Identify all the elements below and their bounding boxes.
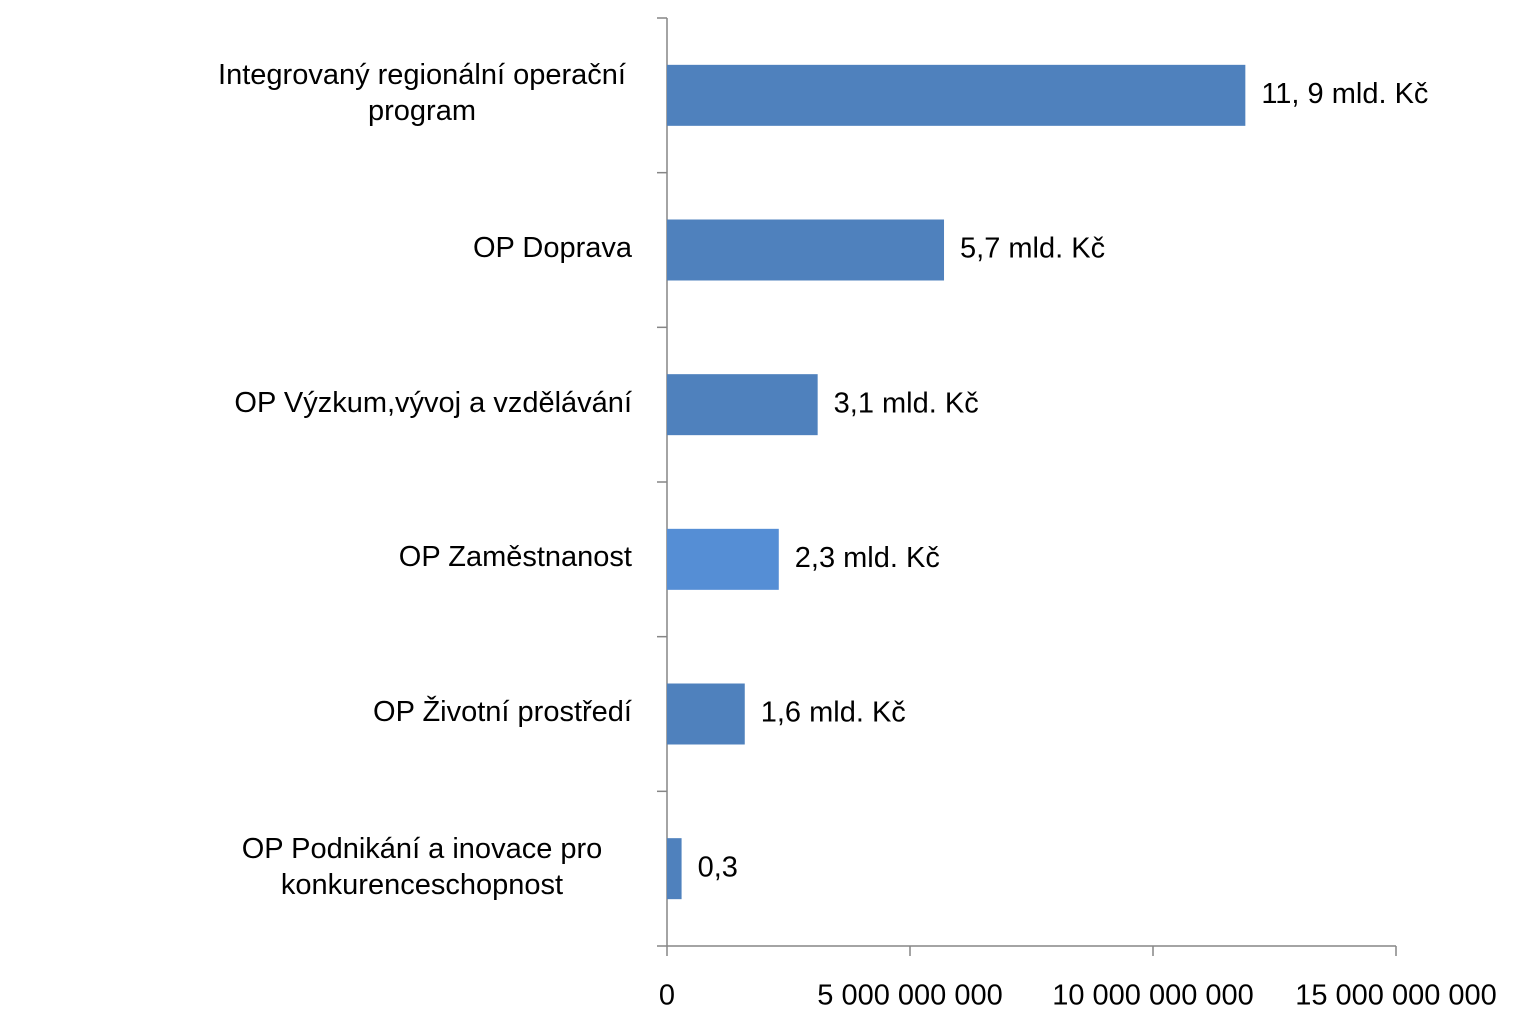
value-label: 1,6 mld. Kč xyxy=(761,697,906,729)
category-label: OP Zaměstnanost xyxy=(398,541,632,574)
category-label: Integrovaný regionální operační program xyxy=(218,59,626,128)
bar xyxy=(667,528,779,590)
x-tick-label: 0 xyxy=(659,980,675,1009)
category-label: OP Výzkum,vývoj a vzdělávání xyxy=(234,386,632,419)
value-label: 2,3 mld. Kč xyxy=(795,542,940,574)
category-label: OP Životní prostředí xyxy=(373,696,632,728)
value-label: 3,1 mld. Kč xyxy=(834,387,979,419)
value-label: 0,3 xyxy=(698,851,738,883)
bar xyxy=(667,683,745,745)
bar xyxy=(667,838,682,900)
x-tick-label: 10 000 000 000 xyxy=(1052,980,1254,1009)
bar xyxy=(667,374,818,436)
bar xyxy=(667,219,945,281)
category-label: OP Doprava xyxy=(472,232,632,264)
bar xyxy=(667,64,1246,126)
category-label: OP Podnikání a inovace pro konkurencesch… xyxy=(241,832,603,901)
x-tick-label: 5 000 000 000 xyxy=(817,980,1002,1009)
value-label: 5,7 mld. Kč xyxy=(960,233,1105,265)
x-tick-label: 15 000 000 000 xyxy=(1295,980,1497,1009)
value-label: 11, 9 mld. Kč xyxy=(1261,78,1428,110)
